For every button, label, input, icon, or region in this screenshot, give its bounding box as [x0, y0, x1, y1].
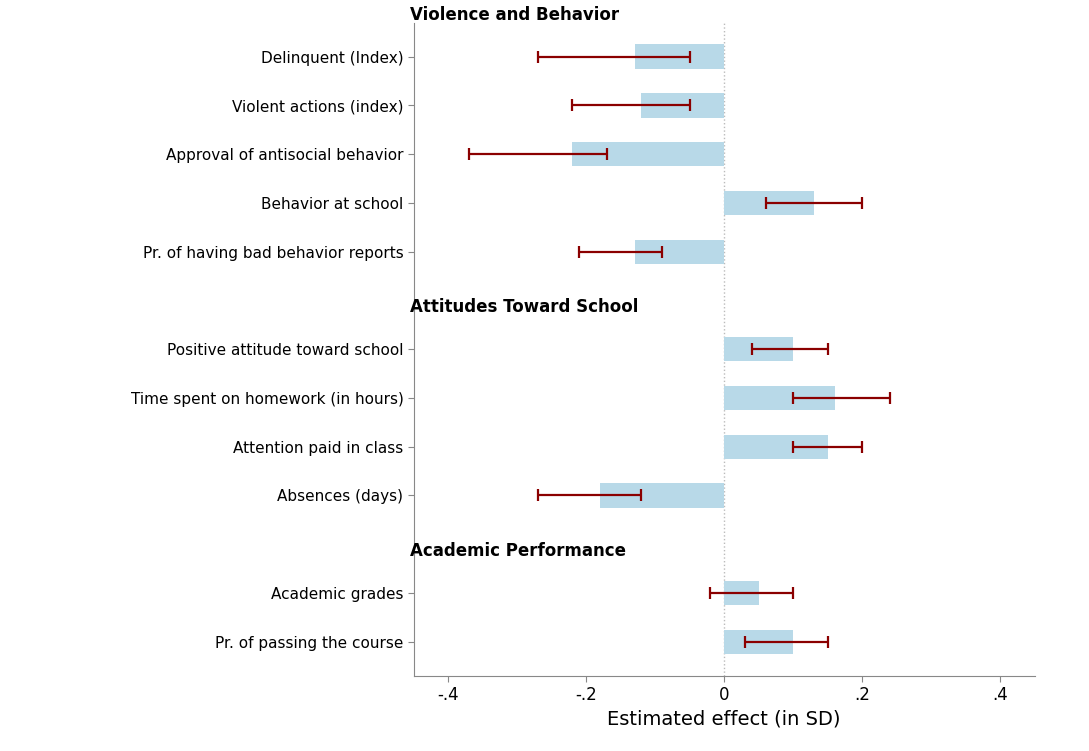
Text: Academic Performance: Academic Performance	[411, 542, 626, 559]
X-axis label: Estimated effect (in SD): Estimated effect (in SD)	[608, 710, 841, 729]
Bar	[635, 240, 724, 264]
Bar	[635, 44, 724, 69]
Bar	[724, 629, 793, 654]
Text: Violence and Behavior: Violence and Behavior	[411, 5, 620, 23]
Bar	[600, 484, 724, 508]
Bar	[724, 337, 793, 361]
Bar	[641, 93, 724, 118]
Bar	[724, 386, 834, 410]
Text: Attitudes Toward School: Attitudes Toward School	[411, 298, 639, 316]
Bar	[573, 142, 724, 167]
Bar	[724, 581, 759, 605]
Bar	[724, 435, 828, 459]
Bar	[724, 191, 813, 215]
